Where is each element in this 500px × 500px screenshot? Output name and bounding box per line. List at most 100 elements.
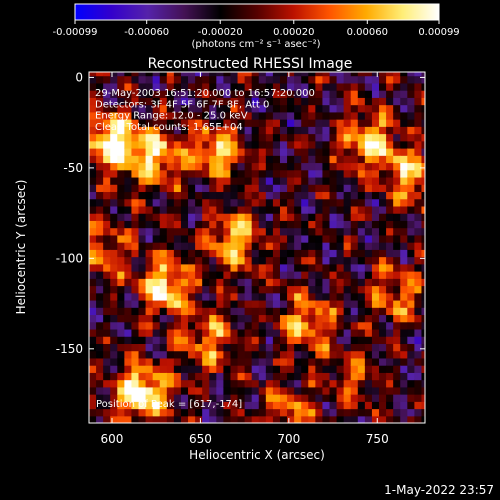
heatmap-cell bbox=[414, 97, 423, 106]
heatmap-cell bbox=[301, 343, 309, 352]
heatmap-cell bbox=[421, 140, 425, 149]
heatmap-cell bbox=[138, 285, 147, 294]
heatmap-cell bbox=[272, 271, 281, 279]
heatmap-cell bbox=[117, 220, 125, 229]
heatmap-cell bbox=[103, 379, 111, 388]
heatmap-cell bbox=[393, 299, 401, 308]
heatmap-cell bbox=[386, 205, 394, 214]
heatmap-cell bbox=[322, 365, 331, 373]
heatmap-cell bbox=[216, 336, 224, 344]
heatmap-cell bbox=[308, 169, 316, 178]
heatmap-cell bbox=[322, 307, 331, 316]
heatmap-cell bbox=[195, 97, 203, 106]
colorbar-unit-label: (photons cm⁻² s⁻¹ asec⁻²) bbox=[191, 39, 320, 50]
heatmap-cell bbox=[301, 249, 309, 258]
heatmap-cell bbox=[188, 343, 196, 352]
heatmap-cell bbox=[265, 350, 274, 359]
heatmap-cell bbox=[329, 292, 338, 301]
heatmap-cell bbox=[315, 90, 324, 98]
heatmap-cell bbox=[244, 234, 253, 243]
heatmap-cell bbox=[131, 220, 140, 229]
heatmap-cell bbox=[173, 386, 182, 395]
heatmap-cell bbox=[287, 72, 295, 77]
heatmap-cell bbox=[110, 133, 118, 142]
heatmap-cell bbox=[386, 263, 394, 272]
heatmap-cell bbox=[258, 169, 267, 178]
heatmap-cell bbox=[421, 401, 425, 410]
heatmap-cell bbox=[400, 147, 408, 156]
heatmap-cell bbox=[103, 184, 111, 193]
heatmap-cell bbox=[89, 343, 97, 352]
heatmap-cell bbox=[230, 119, 239, 127]
heatmap-cell bbox=[166, 90, 175, 98]
heatmap-cell bbox=[265, 234, 274, 243]
heatmap-cell bbox=[110, 104, 118, 113]
heatmap-cell bbox=[414, 140, 423, 149]
heatmap-cell bbox=[195, 234, 203, 243]
heatmap-cell bbox=[223, 176, 232, 185]
heatmap-cell bbox=[230, 147, 239, 156]
heatmap-cell bbox=[343, 72, 352, 77]
heatmap-cell bbox=[258, 133, 267, 142]
heatmap-cell bbox=[209, 119, 217, 127]
heatmap-cell bbox=[96, 256, 104, 265]
heatmap-cell bbox=[364, 147, 373, 156]
heatmap-cell bbox=[371, 205, 380, 214]
heatmap-cell bbox=[103, 126, 111, 135]
heatmap-cell bbox=[322, 386, 331, 395]
heatmap-cell bbox=[258, 82, 267, 91]
heatmap-cell bbox=[202, 263, 210, 272]
heatmap-cell bbox=[159, 271, 168, 279]
heatmap-cell bbox=[379, 299, 387, 308]
heatmap-cell bbox=[336, 205, 345, 214]
heatmap-cell bbox=[117, 299, 125, 308]
heatmap-cell bbox=[195, 263, 203, 272]
heatmap-cell bbox=[287, 328, 295, 337]
heatmap-cell bbox=[279, 350, 288, 359]
heatmap-cell bbox=[393, 386, 401, 395]
heatmap-cell bbox=[301, 133, 309, 142]
heatmap-cell bbox=[379, 220, 387, 229]
heatmap-cell bbox=[287, 198, 295, 207]
heatmap-cell bbox=[138, 314, 147, 323]
heatmap-cell bbox=[117, 343, 125, 352]
heatmap-cell bbox=[265, 162, 274, 171]
heatmap-cell bbox=[209, 97, 217, 106]
heatmap-cell bbox=[336, 97, 345, 106]
heatmap-cell bbox=[279, 227, 288, 236]
heatmap-cell bbox=[414, 357, 423, 366]
heatmap-cell bbox=[230, 278, 239, 287]
heatmap-cell bbox=[421, 357, 425, 366]
heatmap-cell bbox=[131, 314, 140, 323]
heatmap-cell bbox=[159, 97, 168, 106]
heatmap-cell bbox=[343, 126, 352, 135]
annotation-line: Clean Total counts: 1.65E+04 bbox=[95, 122, 243, 133]
heatmap-cell bbox=[230, 162, 239, 171]
heatmap-cell bbox=[195, 299, 203, 308]
heatmap-cell bbox=[329, 227, 338, 236]
heatmap-cell bbox=[343, 408, 352, 417]
heatmap-cell bbox=[223, 278, 232, 287]
heatmap-cell bbox=[124, 169, 133, 178]
heatmap-cell bbox=[386, 256, 394, 265]
heatmap-cell bbox=[188, 328, 196, 337]
heatmap-cell bbox=[124, 263, 133, 272]
heatmap-cell bbox=[223, 343, 232, 352]
heatmap-cell bbox=[272, 299, 281, 308]
heatmap-cell bbox=[357, 111, 366, 120]
heatmap-cell bbox=[103, 415, 111, 423]
heatmap-cell bbox=[379, 328, 387, 337]
heatmap-cell bbox=[343, 198, 352, 207]
heatmap-cell bbox=[117, 401, 125, 410]
heatmap-cell bbox=[202, 111, 210, 120]
heatmap-cell bbox=[117, 82, 125, 91]
heatmap-cell bbox=[103, 82, 111, 91]
heatmap-cell bbox=[371, 234, 380, 243]
heatmap-cell bbox=[89, 147, 97, 156]
heatmap-cell bbox=[159, 82, 168, 91]
heatmap-cell bbox=[110, 162, 118, 171]
heatmap-cell bbox=[364, 126, 373, 135]
heatmap-cell bbox=[110, 394, 118, 402]
heatmap-cell bbox=[117, 198, 125, 207]
heatmap-cell bbox=[379, 169, 387, 178]
